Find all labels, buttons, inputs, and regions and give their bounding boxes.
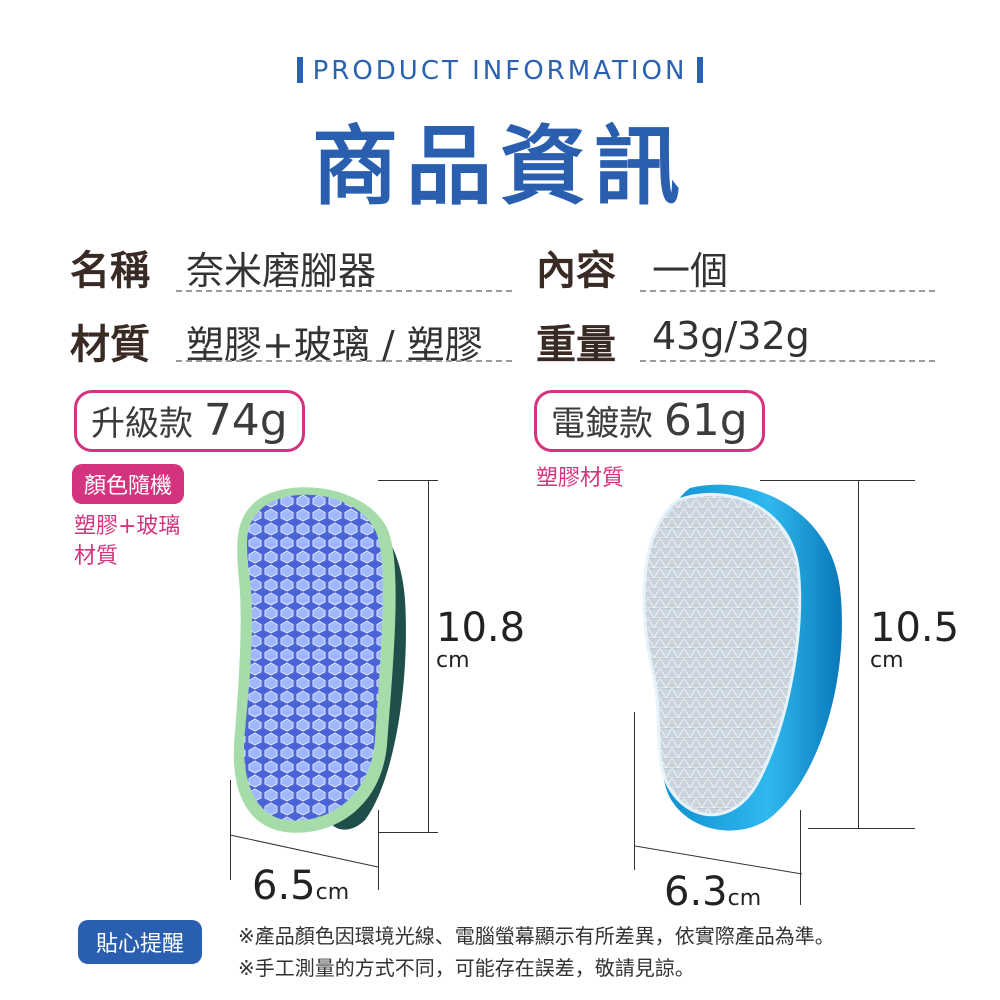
material-value: 塑膠+玻璃 / 塑膠: [186, 323, 483, 367]
dim-tick: [800, 810, 801, 905]
width-value: 6.5: [252, 863, 316, 909]
dim-tick: [230, 780, 231, 880]
dim-tick: [378, 480, 438, 481]
height-line: [858, 480, 859, 829]
material-label: 材質: [70, 322, 150, 368]
page-title: 商品資訊: [312, 117, 688, 217]
header-subtitle-text: PRODUCT INFORMATION: [312, 56, 688, 86]
width-unit: cm: [727, 886, 762, 911]
width-label-upgrade: 6.5cm: [252, 866, 349, 906]
header-subtitle: PRODUCT INFORMATION: [0, 56, 1000, 86]
variant-material-line2: 材質: [74, 544, 119, 569]
dim-tick: [808, 828, 915, 829]
variant-material-line1: 塑膠+玻璃: [74, 514, 181, 539]
height-unit: cm: [436, 648, 470, 673]
width-value: 6.3: [664, 869, 728, 915]
height-value: 10.8: [436, 605, 526, 651]
height-label-plated: 10.5 cm: [870, 608, 959, 673]
notice-line-2: ※手工測量的方式不同，可能存在誤差，敬請見諒。: [238, 956, 695, 980]
variant-weight: 74g: [203, 395, 288, 446]
weight-label: 重量: [536, 322, 616, 368]
notice-line-1: ※產品顏色因環境光線、電腦螢幕顯示有所差異，依實際產品為準。: [238, 924, 835, 948]
divider: [640, 360, 935, 362]
dim-tick: [634, 712, 635, 870]
height-line: [428, 480, 429, 833]
content-label: 內容: [536, 248, 616, 294]
variant-name: 升級款: [91, 404, 193, 444]
divider: [176, 360, 512, 362]
dim-tick: [378, 832, 438, 833]
random-color-tag: 顏色隨機: [72, 464, 185, 504]
name-label: 名稱: [70, 248, 150, 294]
left-bar: [296, 57, 303, 83]
width-line: [229, 834, 379, 868]
name-value: 奈米磨腳器: [186, 249, 377, 293]
divider: [176, 290, 512, 292]
width-line: [634, 845, 803, 875]
product-image-upgrade: [233, 487, 406, 833]
variant-material: 塑膠材質: [536, 466, 625, 491]
weight-value: 43g/32g: [652, 314, 810, 358]
height-label-upgrade: 10.8 cm: [436, 608, 525, 673]
height-unit: cm: [870, 648, 904, 673]
right-bar: [697, 57, 704, 83]
variant-upgrade-box: 升級款 74g: [74, 390, 305, 452]
height-value: 10.5: [870, 605, 960, 651]
variant-weight: 61g: [663, 395, 748, 446]
width-unit: cm: [315, 880, 350, 905]
width-label-plated: 6.3cm: [664, 872, 761, 912]
notice-tag: 貼心提醒: [78, 920, 203, 964]
dim-tick: [378, 810, 379, 890]
product-image-plated: [642, 484, 842, 831]
variant-plated-box: 電鍍款 61g: [534, 390, 765, 452]
dim-tick: [760, 480, 915, 481]
content-value: 一個: [652, 249, 729, 293]
variant-name: 電鍍款: [551, 404, 653, 444]
divider: [640, 290, 935, 292]
